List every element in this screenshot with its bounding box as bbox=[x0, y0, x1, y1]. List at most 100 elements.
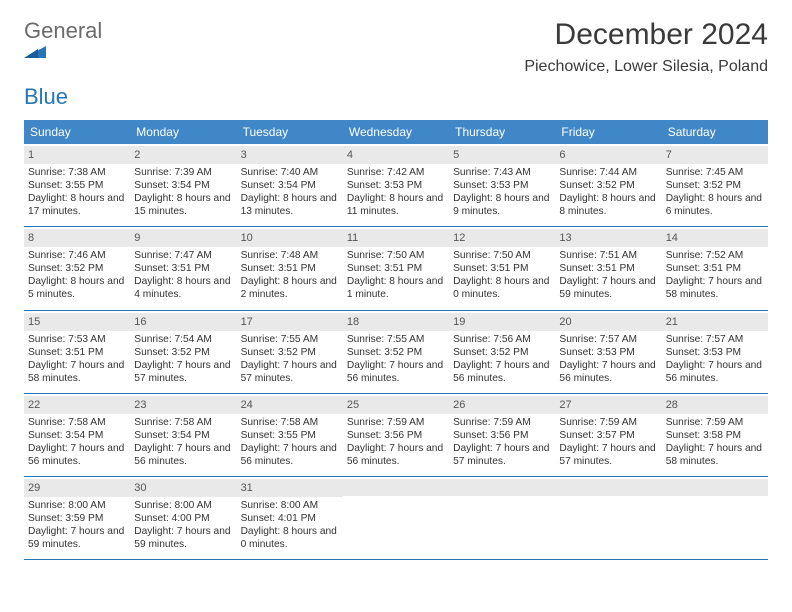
day-cell: 19Sunrise: 7:56 AMSunset: 3:52 PMDayligh… bbox=[449, 311, 555, 393]
week-row: 1Sunrise: 7:38 AMSunset: 3:55 PMDaylight… bbox=[24, 144, 768, 227]
sunrise-text: Sunrise: 7:55 AM bbox=[241, 333, 339, 346]
daylight-text: Daylight: 8 hours and 9 minutes. bbox=[453, 192, 551, 218]
sunrise-text: Sunrise: 7:57 AM bbox=[559, 333, 657, 346]
day-cell: 30Sunrise: 8:00 AMSunset: 4:00 PMDayligh… bbox=[130, 477, 236, 559]
week-row: 15 Sunrise: 7:53 AMSunset: 3:51 PM Dayligh… bbox=[24, 311, 768, 394]
sunset-text: Sunset: 3:51 PM bbox=[559, 262, 657, 275]
sunset-text: Sunset: 3:52 PM bbox=[241, 346, 339, 359]
sunrise-text: Sunrise: 7:56 AM bbox=[453, 333, 551, 346]
day-cell: 27Sunrise: 7:59 AMSunset: 3:57 PMDayligh… bbox=[555, 394, 661, 476]
day-cell: 23Sunrise: 7:58 AMSunset: 3:54 PMDayligh… bbox=[130, 394, 236, 476]
day-number: 27 bbox=[555, 396, 661, 414]
logo-text: General Blue bbox=[24, 18, 102, 110]
sunset-text: Sunset: 3:56 PM bbox=[347, 429, 445, 442]
day-cell: 28Sunrise: 7:59 AMSunset: 3:58 PMDayligh… bbox=[662, 394, 768, 476]
sunset-text: Sunset: 3:53 PM bbox=[666, 346, 764, 359]
day-number: 28 bbox=[662, 396, 768, 414]
day-number: 25 bbox=[343, 396, 449, 414]
dow-thursday: Thursday bbox=[449, 120, 555, 144]
daylight-text: Daylight: 8 hours and 0 minutes. bbox=[453, 275, 551, 301]
day-number: 8 bbox=[24, 229, 130, 247]
day-number: 5 bbox=[449, 146, 555, 164]
daylight-text: Daylight: 7 hours and 56 minutes. bbox=[241, 442, 339, 468]
day-cell: 5Sunrise: 7:43 AMSunset: 3:53 PMDaylight… bbox=[449, 144, 555, 226]
logo-mark-icon bbox=[24, 44, 102, 58]
sunset-text: Sunset: 3:51 PM bbox=[134, 262, 232, 275]
sunrise-text: Sunrise: 7:45 AM bbox=[666, 166, 764, 179]
daylight-text: Daylight: 7 hours and 56 minutes. bbox=[28, 442, 126, 468]
sunrise-text: Sunrise: 7:58 AM bbox=[28, 416, 126, 429]
day-cell: 11Sunrise: 7:50 AMSunset: 3:51 PMDayligh… bbox=[343, 227, 449, 309]
day-cell: 22Sunrise: 7:58 AMSunset: 3:54 PMDayligh… bbox=[24, 394, 130, 476]
sunset-text: Sunset: 3:52 PM bbox=[559, 179, 657, 192]
dow-sunday: Sunday bbox=[24, 120, 130, 144]
day-cell: 20Sunrise: 7:57 AMSunset: 3:53 PMDayligh… bbox=[555, 311, 661, 393]
sunrise-text: Sunrise: 7:38 AM bbox=[28, 166, 126, 179]
daylight-text: Daylight: 7 hours and 57 minutes. bbox=[241, 359, 339, 385]
sunrise-text: Sunrise: 7:52 AM bbox=[666, 249, 764, 262]
day-number: 18 bbox=[343, 313, 449, 331]
daylight-text: Daylight: 7 hours and 59 minutes. bbox=[559, 275, 657, 301]
day-cell: 25Sunrise: 7:59 AMSunset: 3:56 PMDayligh… bbox=[343, 394, 449, 476]
daylight-text: Daylight: 8 hours and 1 minute. bbox=[347, 275, 445, 301]
daylight-text: Daylight: 8 hours and 0 minutes. bbox=[241, 525, 339, 551]
dow-tuesday: Tuesday bbox=[237, 120, 343, 144]
day-cell: 4Sunrise: 7:42 AMSunset: 3:53 PMDaylight… bbox=[343, 144, 449, 226]
sunrise-text: Sunrise: 7:55 AM bbox=[347, 333, 445, 346]
day-cell: 6Sunrise: 7:44 AMSunset: 3:52 PMDaylight… bbox=[555, 144, 661, 226]
sunrise-text: Sunrise: 7:43 AM bbox=[453, 166, 551, 179]
day-number: 30 bbox=[130, 479, 236, 497]
logo: General Blue bbox=[24, 18, 102, 110]
day-number: 17 bbox=[237, 313, 343, 331]
sunrise-text: Sunrise: 7:40 AM bbox=[241, 166, 339, 179]
daylight-text: Daylight: 7 hours and 56 minutes. bbox=[559, 359, 657, 385]
daylight-text: Daylight: 8 hours and 13 minutes. bbox=[241, 192, 339, 218]
day-cell: 31Sunrise: 8:00 AMSunset: 4:01 PMDayligh… bbox=[237, 477, 343, 559]
day-number bbox=[343, 479, 449, 496]
sunrise-text: Sunrise: 7:59 AM bbox=[559, 416, 657, 429]
day-cell: 18Sunrise: 7:55 AMSunset: 3:52 PMDayligh… bbox=[343, 311, 449, 393]
day-number: 15 bbox=[24, 313, 130, 331]
sunrise-text: Sunrise: 7:47 AM bbox=[134, 249, 232, 262]
sunset-text: Sunset: 3:51 PM bbox=[28, 346, 126, 359]
day-number bbox=[555, 479, 661, 496]
dow-saturday: Saturday bbox=[662, 120, 768, 144]
sunset-text: Sunset: 3:59 PM bbox=[28, 512, 126, 525]
sunrise-text: Sunrise: 8:00 AM bbox=[28, 499, 126, 512]
day-cell: 29Sunrise: 8:00 AMSunset: 3:59 PMDayligh… bbox=[24, 477, 130, 559]
day-number: 31 bbox=[237, 479, 343, 497]
sunrise-text: Sunrise: 7:53 AM bbox=[28, 333, 126, 346]
day-cell: 1Sunrise: 7:38 AMSunset: 3:55 PMDaylight… bbox=[24, 144, 130, 226]
daylight-text: Daylight: 7 hours and 58 minutes. bbox=[666, 275, 764, 301]
header: General Blue December 2024 Piechowice, L… bbox=[24, 18, 768, 110]
sunset-text: Sunset: 3:54 PM bbox=[134, 179, 232, 192]
daylight-text: Daylight: 7 hours and 56 minutes. bbox=[453, 359, 551, 385]
daylight-text: Daylight: 8 hours and 15 minutes. bbox=[134, 192, 232, 218]
sunset-text: Sunset: 3:54 PM bbox=[241, 179, 339, 192]
dow-friday: Friday bbox=[555, 120, 661, 144]
day-number: 14 bbox=[662, 229, 768, 247]
sunrise-text: Sunrise: 7:48 AM bbox=[241, 249, 339, 262]
sunrise-text: Sunrise: 7:50 AM bbox=[347, 249, 445, 262]
sunset-text: Sunset: 3:53 PM bbox=[347, 179, 445, 192]
day-cell: 13Sunrise: 7:51 AMSunset: 3:51 PMDayligh… bbox=[555, 227, 661, 309]
day-number: 4 bbox=[343, 146, 449, 164]
daylight-text: Daylight: 7 hours and 57 minutes. bbox=[134, 359, 232, 385]
day-number: 10 bbox=[237, 229, 343, 247]
daylight-text: Daylight: 8 hours and 17 minutes. bbox=[28, 192, 126, 218]
day-cell bbox=[449, 477, 555, 559]
daylight-text: Daylight: 7 hours and 59 minutes. bbox=[134, 525, 232, 551]
location-label: Piechowice, Lower Silesia, Poland bbox=[524, 58, 768, 76]
week-row: 8Sunrise: 7:46 AMSunset: 3:52 PMDaylight… bbox=[24, 227, 768, 310]
sunrise-text: Sunrise: 7:42 AM bbox=[347, 166, 445, 179]
day-cell: 16Sunrise: 7:54 AMSunset: 3:52 PMDayligh… bbox=[130, 311, 236, 393]
day-cell bbox=[343, 477, 449, 559]
daylight-text: Daylight: 7 hours and 57 minutes. bbox=[453, 442, 551, 468]
sunrise-text: Sunrise: 7:59 AM bbox=[453, 416, 551, 429]
day-cell: 14Sunrise: 7:52 AMSunset: 3:51 PMDayligh… bbox=[662, 227, 768, 309]
month-title: December 2024 bbox=[524, 18, 768, 52]
logo-word-2: Blue bbox=[24, 84, 68, 109]
sunrise-text: Sunrise: 7:54 AM bbox=[134, 333, 232, 346]
day-number: 13 bbox=[555, 229, 661, 247]
sunset-text: Sunset: 3:52 PM bbox=[134, 346, 232, 359]
